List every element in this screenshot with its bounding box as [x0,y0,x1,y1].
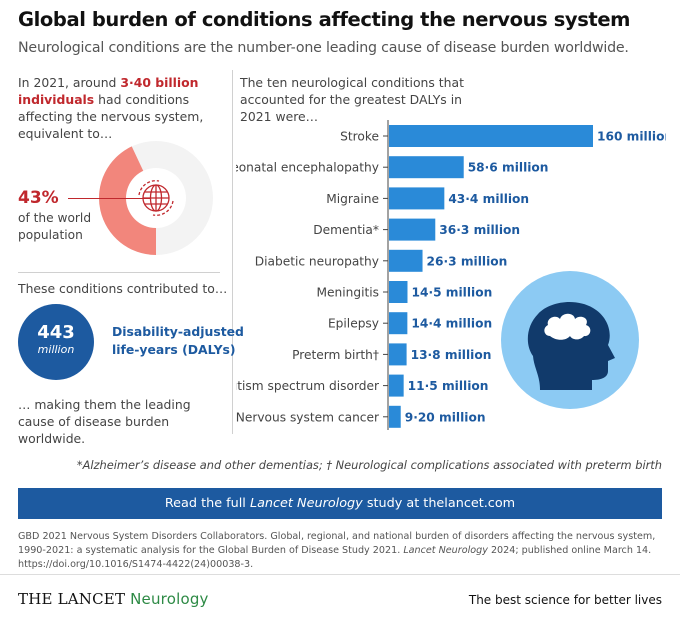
category-label: Stroke [340,130,379,144]
intro-pre: In 2021, around [18,75,121,90]
bar [389,281,408,303]
percent-label-line-2: population [18,228,83,242]
dalys-label: Disability-adjusted life-years (DALYs) [112,323,244,359]
bar [389,125,593,147]
dalys-bar-chart: Stroke 160 million Neonatal encephalopathy… [236,120,666,430]
category-label: Migraine [326,192,379,206]
citation-journal: Lancet Neurology [403,545,488,556]
left-divider [18,272,220,273]
category-label: Neonatal encephalopathy [236,161,379,175]
bar [389,374,404,397]
population-percent-label: of the world population [18,210,91,244]
citation: GBD 2021 Nervous System Disorders Collab… [18,530,666,572]
tagline: The best science for better lives [468,593,662,607]
head-brain-illustration [501,271,639,409]
category-label: Nervous system cancer [236,410,380,424]
footer-divider [0,574,680,575]
citation-text-2: 2024; published online March 14. https:/… [18,545,652,570]
value-label: 9·20 million [405,410,486,424]
percent-label-line-1: of the world [18,211,92,225]
footnote: *Alzheimer’s disease and other dementias… [76,458,662,472]
bar [389,343,407,366]
category-label: Dementia* [313,223,379,237]
value-label: 14·5 million [411,286,492,300]
chart-intro: The ten neurological conditions that acc… [240,75,464,124]
intro-post: had conditions affecting the nervous sys… [18,92,204,141]
dalys-label-line-1: Disability-adjusted [112,324,244,339]
value-label: 160 million [597,130,666,144]
category-label: Meningitis [317,286,380,300]
value-label: 43·4 million [448,192,529,206]
bar [389,405,401,428]
population-donut-chart [99,141,213,255]
brand-journal: Neurology [130,590,209,608]
value-label: 26·3 million [427,254,508,268]
population-percent: 43% [18,188,59,208]
value-label: 13·8 million [411,348,492,362]
page-title: Global burden of conditions affecting th… [18,8,631,31]
brand-name: THE LANCET [18,590,126,608]
bar [389,156,464,179]
value-label: 36·3 million [439,223,520,237]
bar [389,312,408,335]
intro-paragraph: In 2021, around 3·40 billion individuals… [18,74,223,142]
category-label: Autism spectrum disorder [236,379,380,393]
dalys-number: 443 [37,322,75,343]
category-label: Preterm birth† [292,348,379,362]
banner-post: study at thelancet.com [362,496,516,511]
population-highlight: 3·40 billion individuals [18,75,199,107]
citation-text-1: GBD 2021 Nervous System Disorders Collab… [18,531,656,556]
banner-pre: Read the full [164,496,250,511]
value-label: 14·4 million [411,317,492,331]
brain-cloud-icon [544,313,591,340]
bar [389,187,445,210]
value-label: 11·5 million [408,379,489,393]
read-study-banner[interactable]: Read the full Lancet Neurology study at … [18,488,662,519]
contributed-text: These conditions contributed to… [18,281,228,296]
category-label: Epilepsy [328,317,379,331]
value-label: 58·6 million [468,161,549,175]
percent-leader-line [68,198,151,199]
bar [389,218,436,241]
category-label: Diabetic neuropathy [255,254,379,268]
lancet-logo: THE LANCET Neurology [18,590,209,608]
dalys-label-line-2: life-years (DALYs) [112,342,236,357]
page-subtitle: Neurological conditions are the number-o… [18,40,629,56]
dalys-unit: million [37,343,75,356]
bar [389,249,423,272]
banner-journal: Lancet Neurology [249,496,363,511]
column-divider [232,70,233,434]
conclusion-text: … making them the leading cause of disea… [18,397,191,446]
dalys-badge: 443 million [18,304,94,380]
